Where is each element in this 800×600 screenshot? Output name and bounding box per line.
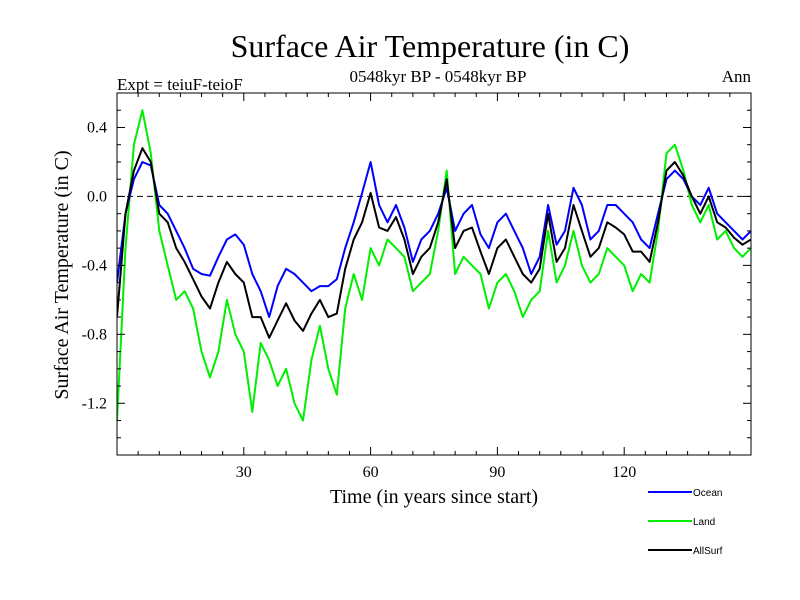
x-tick-label: 90 <box>489 464 505 481</box>
experiment-label: Expt = teiuF-teioF <box>117 75 243 94</box>
y-axis-label: Surface Air Temperature (in C) <box>51 150 73 399</box>
season-label: Ann <box>722 67 752 86</box>
x-tick-label: 30 <box>236 464 252 481</box>
series-line-ocean <box>117 161 751 319</box>
y-tick-label: 0.4 <box>87 119 107 136</box>
chart-subtitle: 0548kyr BP - 0548kyr BP <box>350 67 527 86</box>
x-tick-label: 120 <box>612 464 636 481</box>
x-tick-label: 60 <box>363 464 379 481</box>
y-tick-label: -0.4 <box>82 257 107 274</box>
legend-label-land: Land <box>693 517 715 528</box>
series-line-land <box>117 109 751 422</box>
legend: Ocean Land AllSurf <box>648 488 723 557</box>
legend-label-ocean: Ocean <box>693 488 722 499</box>
chart-title: Surface Air Temperature (in C) <box>231 28 630 64</box>
series-line-allsurf <box>117 147 751 339</box>
legend-label-allsurf: AllSurf <box>693 546 723 557</box>
plot-frame <box>116 92 752 456</box>
x-axis-label: Time (in years since start) <box>330 486 538 508</box>
plot-area: 30 60 90 120 0.4 0.0 -0.4 -0.8 -1.2 <box>82 92 752 481</box>
y-tick-label: -1.2 <box>82 395 107 412</box>
y-tick-label: 0.0 <box>87 188 107 205</box>
y-tick-label: -0.8 <box>82 326 107 343</box>
